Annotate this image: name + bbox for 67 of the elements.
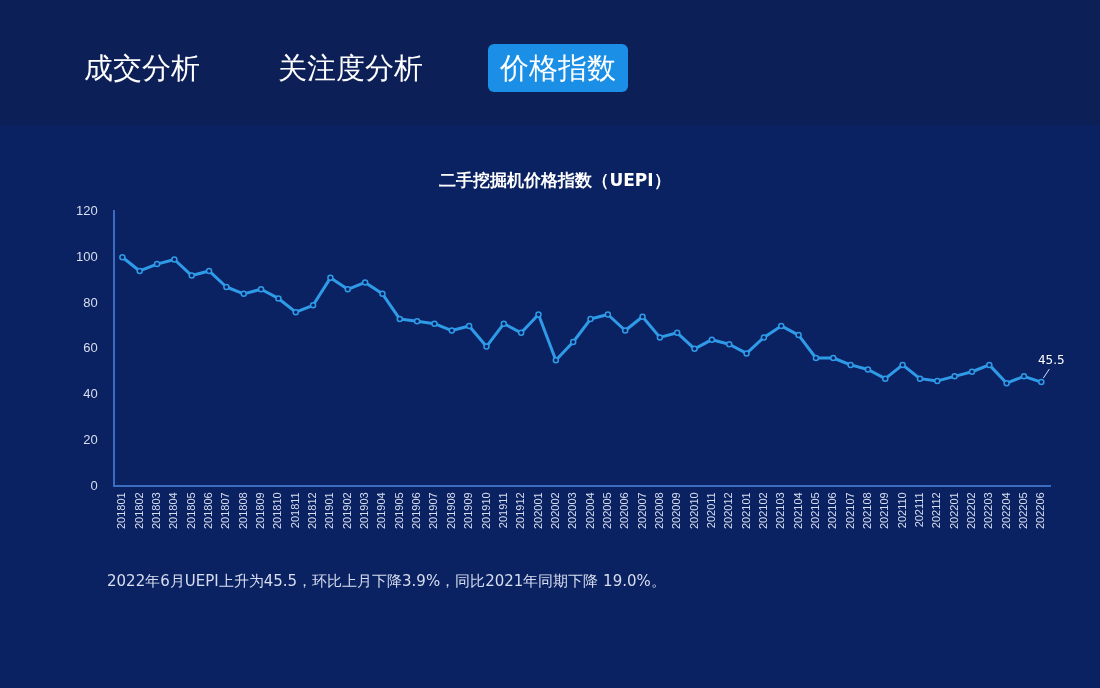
x-tick-label: 202102 (756, 492, 769, 530)
x-tick-label: 201811 (288, 492, 301, 529)
x-tick-label: 202105 (808, 492, 821, 530)
x-tick-label: 201904 (375, 492, 388, 530)
x-tick-label: 202008 (652, 492, 665, 530)
text: 成交分析 (83, 50, 201, 87)
x-tick-label: 201907 (427, 492, 440, 530)
x-tick-label: 202001 (531, 492, 544, 530)
x-tick-label: 201808 (236, 492, 249, 530)
y-tick-label: 20 (83, 432, 98, 448)
x-tick-label: 201908 (444, 492, 457, 530)
x-tick-label: 202006 (618, 492, 631, 530)
x-tick-label: 202204 (999, 492, 1012, 530)
data-label: 45.5 (1037, 353, 1065, 368)
x-tick-label: 202201 (947, 492, 960, 530)
x-tick-label: 201909 (462, 492, 475, 530)
x-tick-label: 202104 (791, 492, 804, 530)
x-tick-label: 201905 (392, 492, 405, 530)
x-tick-label: 201806 (202, 492, 215, 530)
x-tick-label: 201810 (271, 492, 284, 530)
x-tick-label: 202110 (895, 492, 908, 529)
x-tick-label: 202109 (878, 492, 891, 530)
x-tick-label: 202012 (722, 492, 735, 530)
x-tick-label: 202202 (965, 492, 978, 530)
y-tick-label: 80 (83, 294, 98, 310)
x-tick-label: 201802 (132, 492, 145, 530)
x-tick-label: 201812 (306, 492, 319, 530)
x-tick-label: 201901 (323, 492, 336, 530)
x-tick-label: 201902 (340, 492, 353, 530)
x-tick-label: 201803 (150, 492, 163, 530)
x-tick-label: 201910 (479, 492, 492, 530)
y-tick-label: 120 (75, 202, 98, 218)
y-tick-label: 40 (83, 386, 98, 402)
x-tick-label: 202111 (912, 492, 925, 528)
x-tick-label: 201911 (496, 492, 509, 529)
x-tick-label: 202011 (704, 492, 717, 529)
x-tick-label: 202203 (982, 492, 995, 530)
x-tick-label: 202007 (635, 492, 648, 530)
x-tick-label: 202005 (600, 492, 613, 530)
y-tick-label: 60 (83, 340, 98, 356)
x-tick-label: 202206 (1034, 492, 1047, 530)
x-tick-label: 202108 (860, 492, 873, 530)
x-tick-label: 202010 (687, 492, 700, 530)
x-tick-label: 201912 (514, 492, 527, 530)
x-tick-label: 202004 (583, 492, 596, 530)
x-tick-label: 202205 (1017, 492, 1030, 530)
x-tick-label: 201807 (219, 492, 232, 530)
text: 2022年6月UEPI上升为45.5，环比上月下降3.9%，同比2021年同期下降 19.0%。 (107, 572, 666, 591)
text: 关注度分析 (277, 50, 424, 87)
x-tick-label: 201906 (410, 492, 423, 530)
x-tick-label: 202106 (826, 492, 839, 530)
y-tick-label: 0 (90, 477, 98, 493)
y-tick-label: 100 (75, 248, 98, 264)
x-tick-label: 202103 (774, 492, 787, 530)
x-tick-label: 201801 (115, 492, 128, 530)
x-tick-label: 202112 (930, 492, 943, 529)
x-tick-label: 201804 (167, 492, 180, 530)
x-tick-label: 202101 (739, 492, 752, 530)
x-tick-label: 202003 (566, 492, 579, 530)
x-tick-label: 201809 (254, 492, 267, 530)
text: 价格指数 (488, 44, 628, 92)
x-tick-label: 202009 (670, 492, 683, 530)
x-tick-label: 202107 (843, 492, 856, 530)
x-tick-label: 201903 (358, 492, 371, 530)
x-tick-label: 202002 (548, 492, 561, 530)
x-tick-label: 201805 (184, 492, 197, 530)
chart-title: 二手挖掘机价格指数（UEPI） (439, 169, 671, 190)
